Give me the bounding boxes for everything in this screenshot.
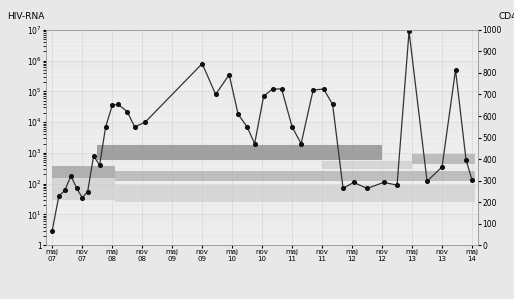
Point (268, 87, 277, 91)
Point (141, 120, 150, 125)
Text: CD4: CD4 (498, 12, 514, 21)
Point (61, 188, 69, 193)
Bar (412, 154, 475, 164)
Point (89, 153, 98, 158)
Point (73, 186, 81, 191)
Bar (52, 166, 115, 178)
Point (320, 87, 328, 91)
Point (278, 87, 286, 91)
Point (114, 102, 122, 107)
Point (198, 61, 206, 66)
Point (78, 195, 86, 200)
Point (102, 125, 110, 129)
Point (288, 125, 296, 129)
Bar (52, 178, 115, 200)
Point (423, 179, 431, 184)
Point (379, 180, 388, 185)
Bar (115, 185, 475, 202)
Point (55, 193, 63, 198)
Point (451, 68, 460, 72)
Point (350, 180, 358, 185)
Point (48, 228, 57, 233)
Bar (322, 161, 412, 169)
Point (67, 173, 75, 178)
Bar (97, 145, 382, 160)
Point (225, 72, 233, 77)
Point (96, 163, 104, 167)
Point (297, 141, 305, 146)
Point (363, 186, 371, 191)
Point (309, 88, 317, 92)
Point (123, 109, 132, 114)
Point (405, 29, 413, 34)
Point (393, 183, 401, 187)
Point (234, 112, 242, 117)
Point (328, 102, 337, 107)
Bar (115, 171, 475, 181)
Point (468, 178, 476, 183)
Text: HIV-RNA: HIV-RNA (7, 12, 45, 21)
Point (243, 125, 251, 129)
Point (260, 94, 268, 99)
Point (212, 92, 220, 97)
Point (250, 141, 259, 146)
Point (83, 189, 92, 194)
Point (131, 125, 139, 129)
Point (462, 157, 470, 162)
Point (108, 103, 116, 108)
Point (438, 164, 446, 169)
Point (339, 186, 347, 191)
